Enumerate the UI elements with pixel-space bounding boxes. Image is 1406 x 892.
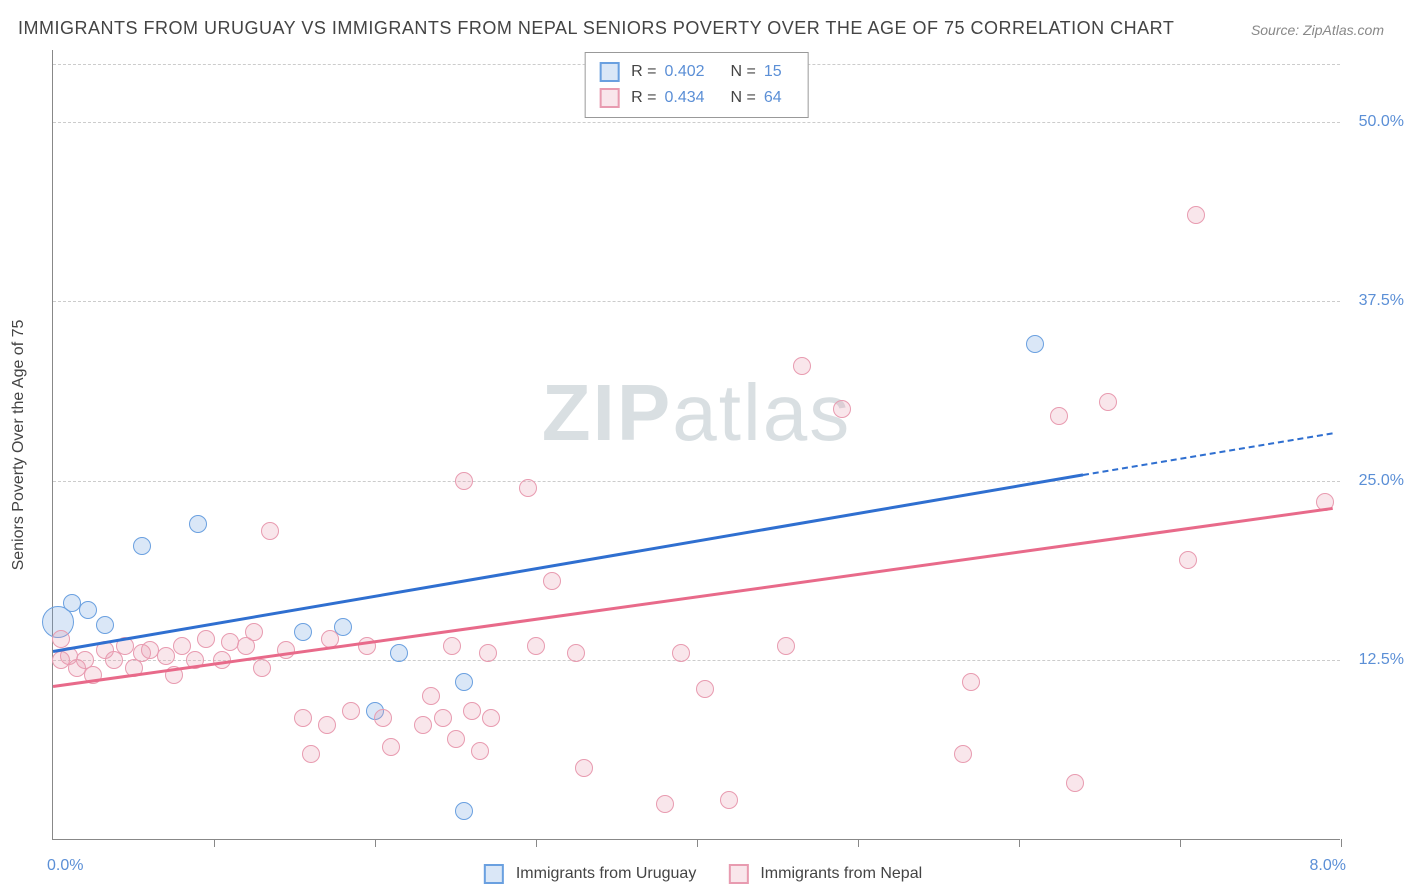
data-point (434, 709, 452, 727)
data-point (318, 716, 336, 734)
chart-title: IMMIGRANTS FROM URUGUAY VS IMMIGRANTS FR… (18, 18, 1174, 39)
n-value: 64 (764, 85, 794, 111)
data-point (382, 738, 400, 756)
n-label: N = (731, 85, 756, 111)
stats-legend-row: R = 0.402 N = 15 (599, 59, 794, 85)
data-point (1026, 335, 1044, 353)
x-tick (1019, 839, 1020, 847)
data-point (1066, 774, 1084, 792)
data-point (479, 644, 497, 662)
data-point (656, 795, 674, 813)
watermark-rest: atlas (672, 368, 851, 457)
data-point (157, 647, 175, 665)
x-tick (536, 839, 537, 847)
data-point (720, 791, 738, 809)
data-point (455, 802, 473, 820)
legend-swatch (599, 88, 619, 108)
data-point (833, 400, 851, 418)
data-point (390, 644, 408, 662)
data-point (482, 709, 500, 727)
data-point (221, 633, 239, 651)
legend-label: Immigrants from Nepal (760, 865, 922, 883)
source-label: Source: ZipAtlas.com (1251, 22, 1384, 38)
legend-item: Immigrants from Uruguay (484, 864, 697, 884)
data-point (52, 630, 70, 648)
data-point (672, 644, 690, 662)
y-tick-label: 50.0% (1359, 113, 1404, 131)
r-label: R = (631, 59, 656, 85)
data-point (342, 702, 360, 720)
data-point (543, 572, 561, 590)
data-point (133, 537, 151, 555)
data-point (294, 623, 312, 641)
data-point (277, 641, 295, 659)
data-point (1099, 393, 1117, 411)
y-tick-label: 25.0% (1359, 472, 1404, 490)
legend-swatch (599, 62, 619, 82)
y-tick-label: 12.5% (1359, 651, 1404, 669)
data-point (447, 730, 465, 748)
data-point (253, 659, 271, 677)
data-point (1050, 407, 1068, 425)
legend-label: Immigrants from Uruguay (516, 865, 697, 883)
data-point (189, 515, 207, 533)
legend-swatch (484, 864, 504, 884)
data-point (96, 616, 114, 634)
data-point (519, 479, 537, 497)
gridline (53, 301, 1340, 302)
watermark-bold: ZIP (542, 368, 672, 457)
data-point (294, 709, 312, 727)
data-point (527, 637, 545, 655)
gridline (53, 122, 1340, 123)
legend-item: Immigrants from Nepal (728, 864, 922, 884)
data-point (302, 745, 320, 763)
data-point (1187, 206, 1205, 224)
x-tick (1180, 839, 1181, 847)
y-axis-title: Seniors Poverty Over the Age of 75 (10, 319, 28, 570)
data-point (962, 673, 980, 691)
data-point (463, 702, 481, 720)
watermark: ZIPatlas (542, 367, 851, 459)
data-point (261, 522, 279, 540)
data-point (793, 357, 811, 375)
gridline (53, 481, 1340, 482)
data-point (443, 637, 461, 655)
r-value: 0.434 (665, 85, 723, 111)
data-point (455, 472, 473, 490)
data-point (414, 716, 432, 734)
x-tick (214, 839, 215, 847)
x-tick (1341, 839, 1342, 847)
data-point (954, 745, 972, 763)
data-point (567, 644, 585, 662)
data-point (1179, 551, 1197, 569)
legend-swatch (728, 864, 748, 884)
chart-plot-area: Seniors Poverty Over the Age of 75 ZIPat… (52, 50, 1340, 840)
data-point (696, 680, 714, 698)
x-tick (858, 839, 859, 847)
data-point (79, 601, 97, 619)
data-point (374, 709, 392, 727)
data-point (422, 687, 440, 705)
n-value: 15 (764, 59, 794, 85)
data-point (575, 759, 593, 777)
x-tick (375, 839, 376, 847)
x-tick (697, 839, 698, 847)
n-label: N = (731, 59, 756, 85)
x-axis-min-label: 0.0% (47, 857, 83, 875)
data-point (197, 630, 215, 648)
data-point (471, 742, 489, 760)
r-value: 0.402 (665, 59, 723, 85)
stats-legend-row: R = 0.434 N = 64 (599, 85, 794, 111)
r-label: R = (631, 85, 656, 111)
data-point (455, 673, 473, 691)
y-tick-label: 37.5% (1359, 292, 1404, 310)
data-point (245, 623, 263, 641)
stats-legend-box: R = 0.402 N = 15 R = 0.434 N = 64 (584, 52, 809, 118)
regression-extrapolation (1083, 432, 1333, 476)
x-axis-max-label: 8.0% (1310, 857, 1346, 875)
series-legend: Immigrants from Uruguay Immigrants from N… (484, 864, 922, 884)
data-point (173, 637, 191, 655)
data-point (777, 637, 795, 655)
